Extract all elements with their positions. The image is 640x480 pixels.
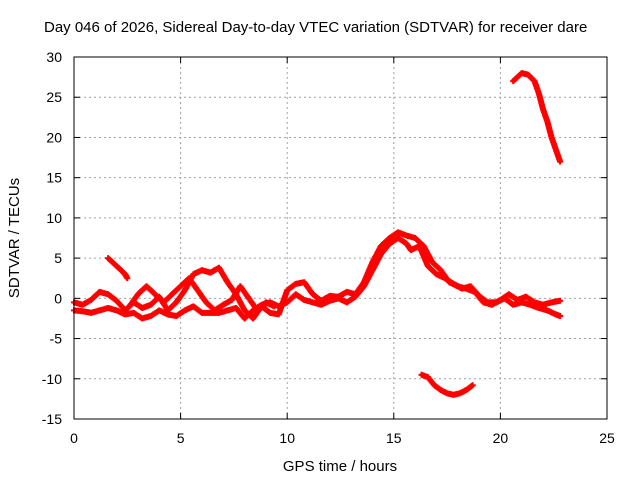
y-tick-label: 0: [54, 290, 62, 306]
series-track-e: [418, 371, 476, 398]
data-point: [557, 297, 564, 304]
x-tick-label: 20: [493, 430, 509, 446]
series-track-f: [510, 70, 564, 165]
y-tick-label: 10: [46, 210, 62, 226]
chart-title: Day 046 of 2026, Sidereal Day-to-day VTE…: [44, 19, 587, 36]
x-tick-label: 15: [386, 430, 402, 446]
y-tick-label: 20: [46, 129, 62, 145]
y-tick-label: 15: [46, 170, 62, 186]
x-axis-label: GPS time / hours: [283, 458, 397, 475]
data-point: [271, 303, 278, 310]
series-track-b: [71, 235, 564, 322]
y-tick-label: 25: [46, 89, 62, 105]
data-point: [557, 313, 564, 320]
y-tick-label: 30: [46, 49, 62, 65]
data-point: [124, 275, 131, 282]
y-tick-label: -10: [42, 371, 62, 387]
data-point: [557, 158, 564, 165]
grid-lines: [74, 57, 607, 419]
x-tick-label: 10: [279, 430, 295, 446]
data-point: [469, 382, 476, 389]
series-track-c: [105, 255, 131, 282]
y-tick-label: -15: [42, 411, 62, 427]
series-track-a: [71, 229, 564, 322]
series-track-d: [126, 275, 278, 314]
data-marks: [71, 70, 564, 398]
y-axis-label: SDTVAR / TECUs: [6, 178, 23, 298]
x-tick-label: 5: [177, 430, 185, 446]
plot-frame: [73, 56, 608, 420]
x-tick-label: 0: [70, 430, 78, 446]
axis-ticks: 0 5 10 15 20 25 -15 -10 -5 0 5 10 15 20 25 30: [42, 49, 615, 446]
y-tick-label: 5: [54, 250, 62, 266]
x-tick-label: 25: [599, 430, 615, 446]
y-tick-label: -5: [50, 331, 63, 347]
